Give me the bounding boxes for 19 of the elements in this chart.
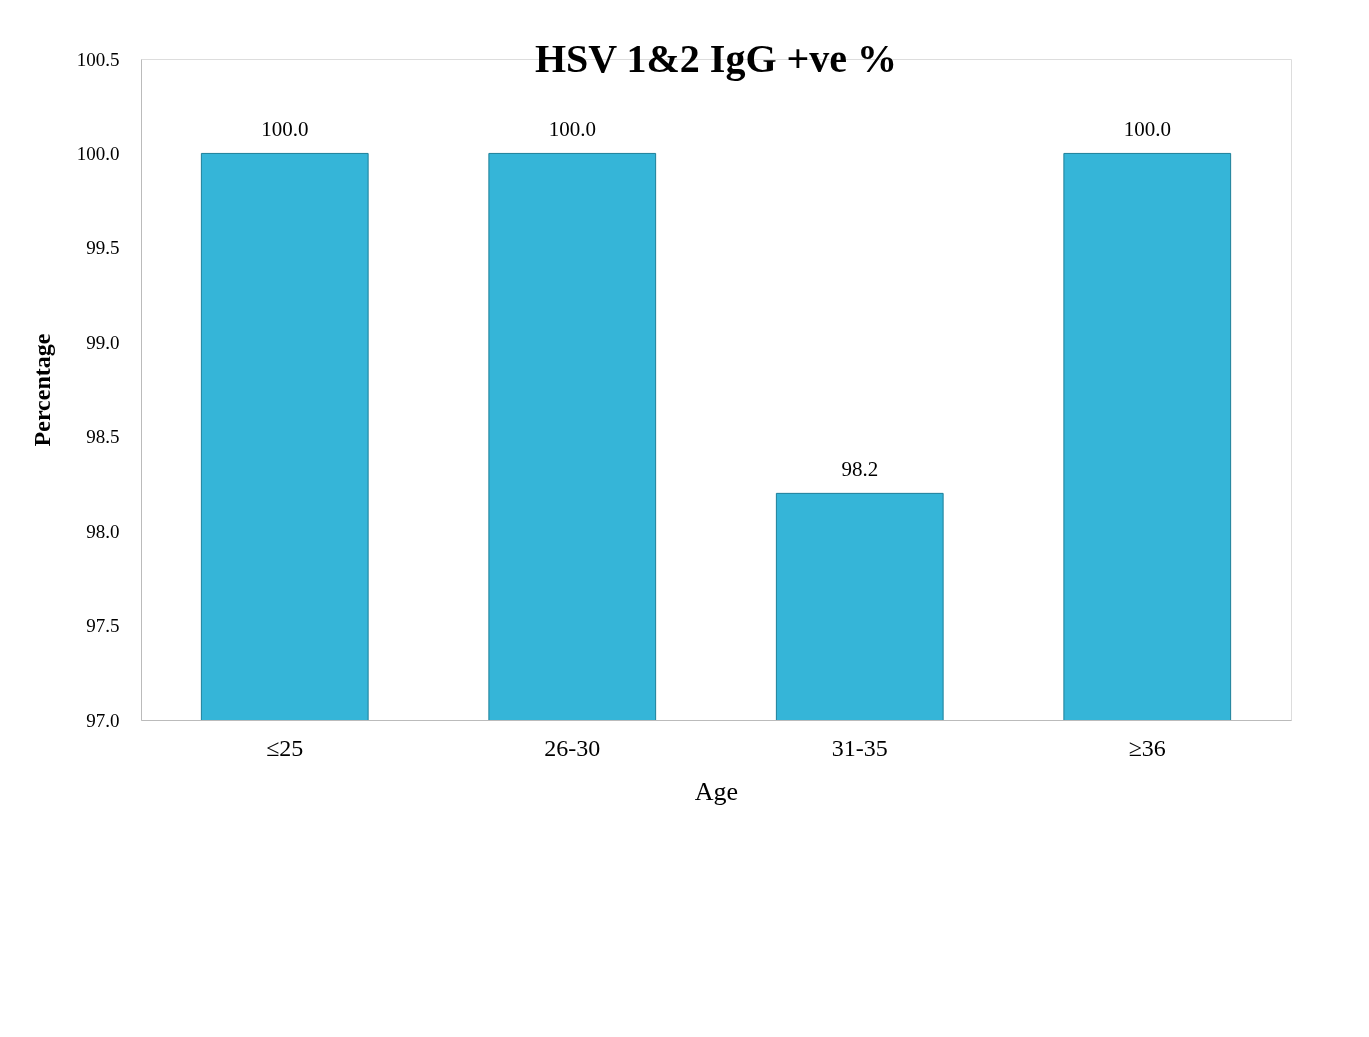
data-label: 100.0 [1123,117,1171,142]
y-tick-label: 98.5 [86,426,120,448]
x-tick-label: ≤25 [266,734,304,761]
x-tick-label: 26-30 [544,734,601,761]
x-axis-title: Age [694,776,739,806]
y-tick-label: 98.0 [86,520,120,542]
data-label: 98.2 [841,457,879,482]
y-tick-label: 99.0 [86,331,120,353]
y-tick-label: 100.5 [76,48,120,70]
x-tick-label: ≥36 [1128,734,1166,761]
chart-title: HSV 1&2 IgG +ve % [534,36,898,81]
data-label: 100.0 [548,117,596,142]
y-tick-label: 100.0 [76,142,120,164]
y-axis-title: Percentage [28,333,55,447]
y-tick-label: 97.0 [86,709,120,731]
data-label: 100.0 [261,117,309,142]
x-tick-label: 31-35 [831,734,888,761]
y-tick-label: 99.5 [86,237,120,259]
y-tick-label: 97.5 [86,615,120,637]
